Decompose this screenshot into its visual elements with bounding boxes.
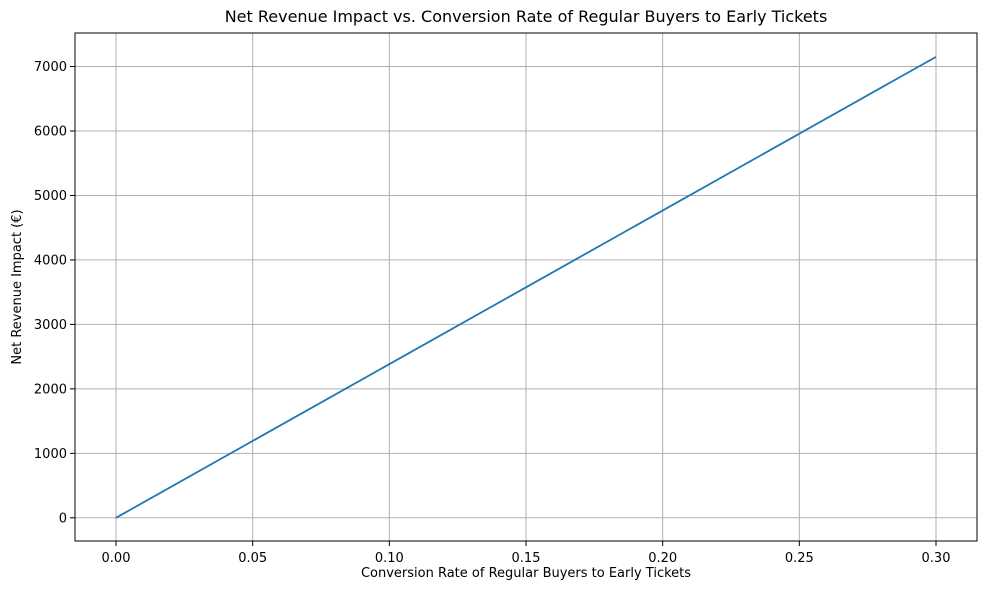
x-tick-label: 0.05	[238, 551, 267, 566]
y-tick-label: 0	[59, 511, 67, 526]
x-tick-label: 0.10	[375, 551, 404, 566]
y-tick-label: 5000	[34, 189, 67, 204]
y-axis-ticks: 0 1000 2000 3000 4000 5000 6000 7000	[34, 60, 75, 526]
y-tick-label: 6000	[34, 124, 67, 139]
x-tick-label: 0.20	[648, 551, 677, 566]
y-axis-label: Net Revenue Impact (€)	[10, 209, 25, 364]
x-axis-ticks: 0.00 0.05 0.10 0.15 0.20 0.25 0.30	[102, 541, 951, 566]
x-axis-label: Conversion Rate of Regular Buyers to Ear…	[361, 566, 691, 581]
x-tick-label: 0.25	[785, 551, 814, 566]
series-line-0	[115, 56, 937, 519]
x-tick-label: 0.00	[102, 551, 131, 566]
y-tick-label: 4000	[34, 253, 67, 268]
y-tick-label: 1000	[34, 447, 67, 462]
y-tick-label: 2000	[34, 382, 67, 397]
y-tick-label: 3000	[34, 318, 67, 333]
chart-title: Net Revenue Impact vs. Conversion Rate o…	[225, 7, 828, 26]
x-tick-label: 0.30	[922, 551, 951, 566]
grid-lines	[75, 33, 977, 541]
series-layer	[115, 56, 937, 519]
x-tick-label: 0.15	[512, 551, 541, 566]
y-tick-label: 7000	[34, 60, 67, 75]
